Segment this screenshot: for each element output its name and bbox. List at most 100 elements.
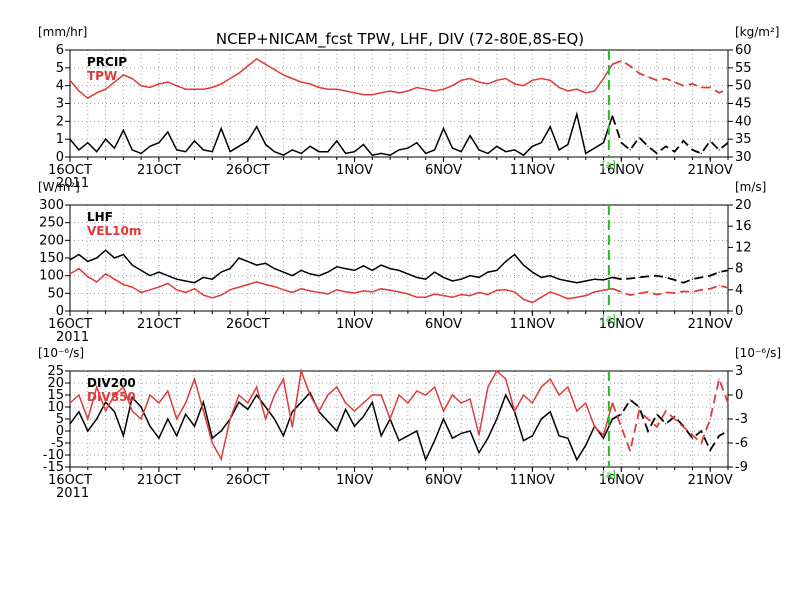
data-point xyxy=(691,83,694,85)
series-vel10m xyxy=(69,267,729,304)
x-axis-tick-label: 6NOV xyxy=(425,317,462,332)
data-point xyxy=(158,271,160,273)
data-point xyxy=(727,142,729,144)
data-point xyxy=(647,430,649,432)
data-point xyxy=(193,425,196,427)
data-point xyxy=(487,437,489,439)
data-point xyxy=(425,152,427,155)
data-point xyxy=(167,418,169,420)
data-point xyxy=(256,386,258,388)
data-point xyxy=(131,410,133,412)
data-point xyxy=(122,283,124,286)
data-point xyxy=(113,257,116,259)
data-point xyxy=(433,149,436,151)
data-point xyxy=(549,79,551,81)
data-point xyxy=(594,147,596,149)
data-point xyxy=(78,90,80,92)
data-point xyxy=(140,85,142,87)
data-point xyxy=(682,426,685,428)
data-point xyxy=(371,154,373,156)
left-axis-tick-label: 0 xyxy=(56,150,64,165)
left-axis-tick-label: 0 xyxy=(56,424,64,439)
data-point xyxy=(78,394,80,396)
data-point xyxy=(389,289,391,291)
data-point xyxy=(522,440,525,442)
data-point xyxy=(104,249,107,251)
left-axis-tick-label: 6 xyxy=(56,43,64,58)
left-axis-tick-label: 3 xyxy=(56,97,64,112)
data-point xyxy=(371,401,373,403)
x-axis-tick-label: 26OCT xyxy=(226,163,270,178)
data-point xyxy=(345,152,347,155)
data-point xyxy=(558,435,560,437)
data-point xyxy=(505,151,507,153)
data-point xyxy=(273,268,276,270)
data-point xyxy=(567,143,569,146)
data-point xyxy=(282,289,285,291)
right-axis-tick-label: 40 xyxy=(735,114,752,129)
data-point xyxy=(371,394,373,396)
data-point xyxy=(104,401,107,403)
data-point xyxy=(629,149,631,151)
data-point xyxy=(167,390,169,392)
data-point xyxy=(407,435,409,437)
data-point xyxy=(629,399,631,401)
data-point xyxy=(220,83,222,85)
data-point xyxy=(620,60,622,62)
left-axis-tick-label: -15 xyxy=(43,460,64,475)
data-point xyxy=(318,275,320,277)
data-point xyxy=(362,265,365,267)
left-axis-tick-label: 100 xyxy=(39,269,64,284)
data-point xyxy=(371,93,373,96)
data-point xyxy=(184,413,187,415)
data-point xyxy=(505,394,507,396)
right-axis-tick-label: 0 xyxy=(735,304,743,319)
data-point xyxy=(238,394,240,396)
data-point xyxy=(700,276,702,279)
data-point xyxy=(540,386,542,388)
data-point xyxy=(398,291,400,293)
data-point xyxy=(674,279,676,281)
data-point xyxy=(300,370,302,372)
data-point xyxy=(131,286,133,288)
left-axis-tick-label: 15 xyxy=(47,388,64,403)
data-point xyxy=(158,437,160,439)
data-point xyxy=(451,296,453,298)
series-lhf xyxy=(69,249,729,284)
data-point xyxy=(345,90,347,92)
data-point xyxy=(513,410,516,412)
series-line-forecast xyxy=(612,284,729,297)
data-point xyxy=(282,74,285,76)
data-point xyxy=(585,92,587,94)
data-point xyxy=(256,58,258,60)
data-point xyxy=(416,142,418,144)
data-point xyxy=(727,430,729,432)
data-point xyxy=(149,86,151,89)
data-point xyxy=(220,294,222,296)
data-point xyxy=(407,147,409,149)
data-point xyxy=(220,458,222,460)
x-axis-tick-label: 1NOV xyxy=(336,163,373,178)
x-axis-tick-label: 26OCT xyxy=(226,473,270,488)
legend-label: VEL10m xyxy=(87,224,141,238)
data-point xyxy=(184,88,187,90)
data-point xyxy=(202,294,204,296)
data-point xyxy=(104,410,107,412)
data-point xyxy=(158,142,160,144)
data-point xyxy=(442,418,445,420)
right-axis-tick-label: 4 xyxy=(735,283,743,298)
data-point xyxy=(647,418,649,420)
data-point xyxy=(425,296,427,298)
data-point xyxy=(327,420,329,422)
data-point xyxy=(265,418,267,420)
data-point xyxy=(460,432,462,434)
x-axis-tick-label: 11NOV xyxy=(510,317,555,332)
data-point xyxy=(345,408,347,410)
right-axis-tick-label: 55 xyxy=(735,61,752,76)
data-point xyxy=(193,282,196,284)
right-axis-tick-label: 16 xyxy=(735,219,752,234)
data-point xyxy=(469,135,471,137)
data-point xyxy=(193,288,196,290)
data-point xyxy=(96,151,98,153)
